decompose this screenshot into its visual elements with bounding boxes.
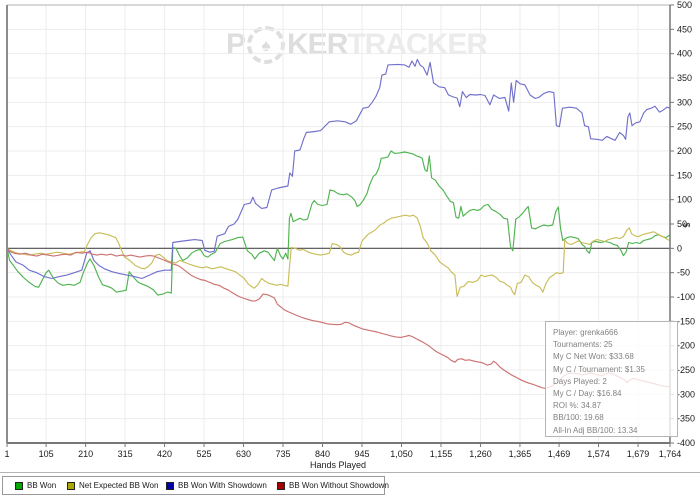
stats-line: My C Net Won: $33.68 bbox=[553, 352, 634, 362]
legend-item-bb-won-without-showdown: BB Won Without Showdown bbox=[277, 481, 389, 490]
y-axis-tick-label: -350 bbox=[677, 414, 695, 424]
watermark-text-tracker: TRACKER bbox=[347, 28, 488, 61]
x-axis-tick-label: 630 bbox=[236, 449, 251, 459]
x-axis-tick-label: 945 bbox=[354, 449, 369, 459]
legend-item-label: BB Won bbox=[27, 481, 57, 490]
legend-swatch-icon bbox=[15, 481, 23, 490]
y-axis-tick-label: 400 bbox=[677, 49, 692, 59]
y-axis-tick-label: -150 bbox=[677, 316, 695, 326]
x-axis-tick-label: 840 bbox=[315, 449, 330, 459]
stats-line: All-In Adj BB/100: 13.34 bbox=[553, 425, 638, 435]
legend-item-label: Net Expected BB Won bbox=[79, 481, 159, 490]
x-axis-tick-label: 1,469 bbox=[548, 449, 571, 459]
legend-item-label: BB Won Without Showdown bbox=[289, 481, 389, 490]
legend-swatch-icon bbox=[166, 481, 174, 490]
legend-item-label: BB Won With Showdown bbox=[178, 481, 267, 490]
x-axis-tick-label: 105 bbox=[39, 449, 54, 459]
legend-item-bb-won-with-showdown: BB Won With Showdown bbox=[166, 481, 267, 490]
x-axis-tick-label: 420 bbox=[157, 449, 172, 459]
stats-line: Player: grenka666 bbox=[553, 328, 618, 337]
legend-separator bbox=[0, 472, 700, 473]
y-axis-tick-label: 0 bbox=[677, 243, 682, 253]
x-axis-tick-label: 1,365 bbox=[509, 449, 532, 459]
y-axis-tick-label: 200 bbox=[677, 146, 692, 156]
legend-item-net-expected-bb-won: Net Expected BB Won bbox=[67, 481, 158, 490]
spade-icon: ♠ bbox=[261, 35, 271, 55]
y-axis-tick-label: 500 bbox=[677, 0, 692, 10]
x-axis-tick-label: 1,050 bbox=[390, 449, 413, 459]
y-axis-tick-label: 300 bbox=[677, 97, 692, 107]
y-axis-tick-label: 50 bbox=[677, 219, 687, 229]
stats-line: BB/100: 19.68 bbox=[553, 413, 604, 423]
series-line-bb-won bbox=[6, 150, 671, 296]
watermark-text-ker: KER bbox=[287, 28, 348, 61]
y-axis-tick-label: 250 bbox=[677, 122, 692, 132]
y-axis-title: $ bbox=[681, 222, 692, 228]
y-axis-tick-label: 100 bbox=[677, 195, 692, 205]
stats-line: My C / Tournament: $1.35 bbox=[553, 364, 645, 374]
stats-line: Days Played: 2 bbox=[553, 376, 607, 386]
x-axis-tick-label: 1,155 bbox=[430, 449, 453, 459]
y-axis-tick-label: -50 bbox=[677, 268, 690, 278]
y-axis-tick-label: -300 bbox=[677, 389, 695, 399]
watermark-text-p: P bbox=[226, 28, 246, 61]
x-axis-tick-label: 1,764 bbox=[659, 449, 682, 459]
series-line-net-expected-bb-won bbox=[6, 214, 671, 298]
x-axis-tick-label: 1 bbox=[4, 449, 9, 459]
x-axis-tick-label: 1,260 bbox=[469, 449, 492, 459]
legend-item-bb-won: BB Won bbox=[15, 481, 56, 490]
y-axis-tick-label: -100 bbox=[677, 292, 695, 302]
x-axis-tick-label: 735 bbox=[276, 449, 291, 459]
y-axis-tick-label: -250 bbox=[677, 365, 695, 375]
legend-swatch-icon bbox=[67, 481, 75, 490]
stats-line: My C / Day: $16.84 bbox=[553, 389, 622, 399]
stats-line: Tournaments: 25 bbox=[553, 340, 613, 350]
x-axis-tick-label: 315 bbox=[118, 449, 133, 459]
stats-tooltip: Player: grenka666 Tournaments: 25 My C Net… bbox=[545, 321, 678, 437]
series-line-bb-won-with-showdown bbox=[6, 58, 671, 280]
x-axis-title: Hands Played bbox=[309, 460, 367, 470]
y-axis-tick-label: -400 bbox=[677, 438, 695, 448]
stats-line: ROI %: 34.87 bbox=[553, 401, 602, 411]
y-axis-tick-label: -200 bbox=[677, 341, 695, 351]
x-axis-tick-label: 1,574 bbox=[587, 449, 610, 459]
y-axis-tick-label: 350 bbox=[677, 73, 692, 83]
x-axis-tick-label: 1,679 bbox=[627, 449, 650, 459]
y-axis-tick-label: 150 bbox=[677, 170, 692, 180]
x-axis-tick-label: 525 bbox=[197, 449, 212, 459]
legend: BB Won Net Expected BB Won BB Won With Sho… bbox=[2, 476, 389, 495]
y-axis-tick-label: 450 bbox=[677, 24, 692, 34]
legend-swatch-icon bbox=[277, 481, 285, 490]
x-axis-tick-label: 210 bbox=[78, 449, 93, 459]
